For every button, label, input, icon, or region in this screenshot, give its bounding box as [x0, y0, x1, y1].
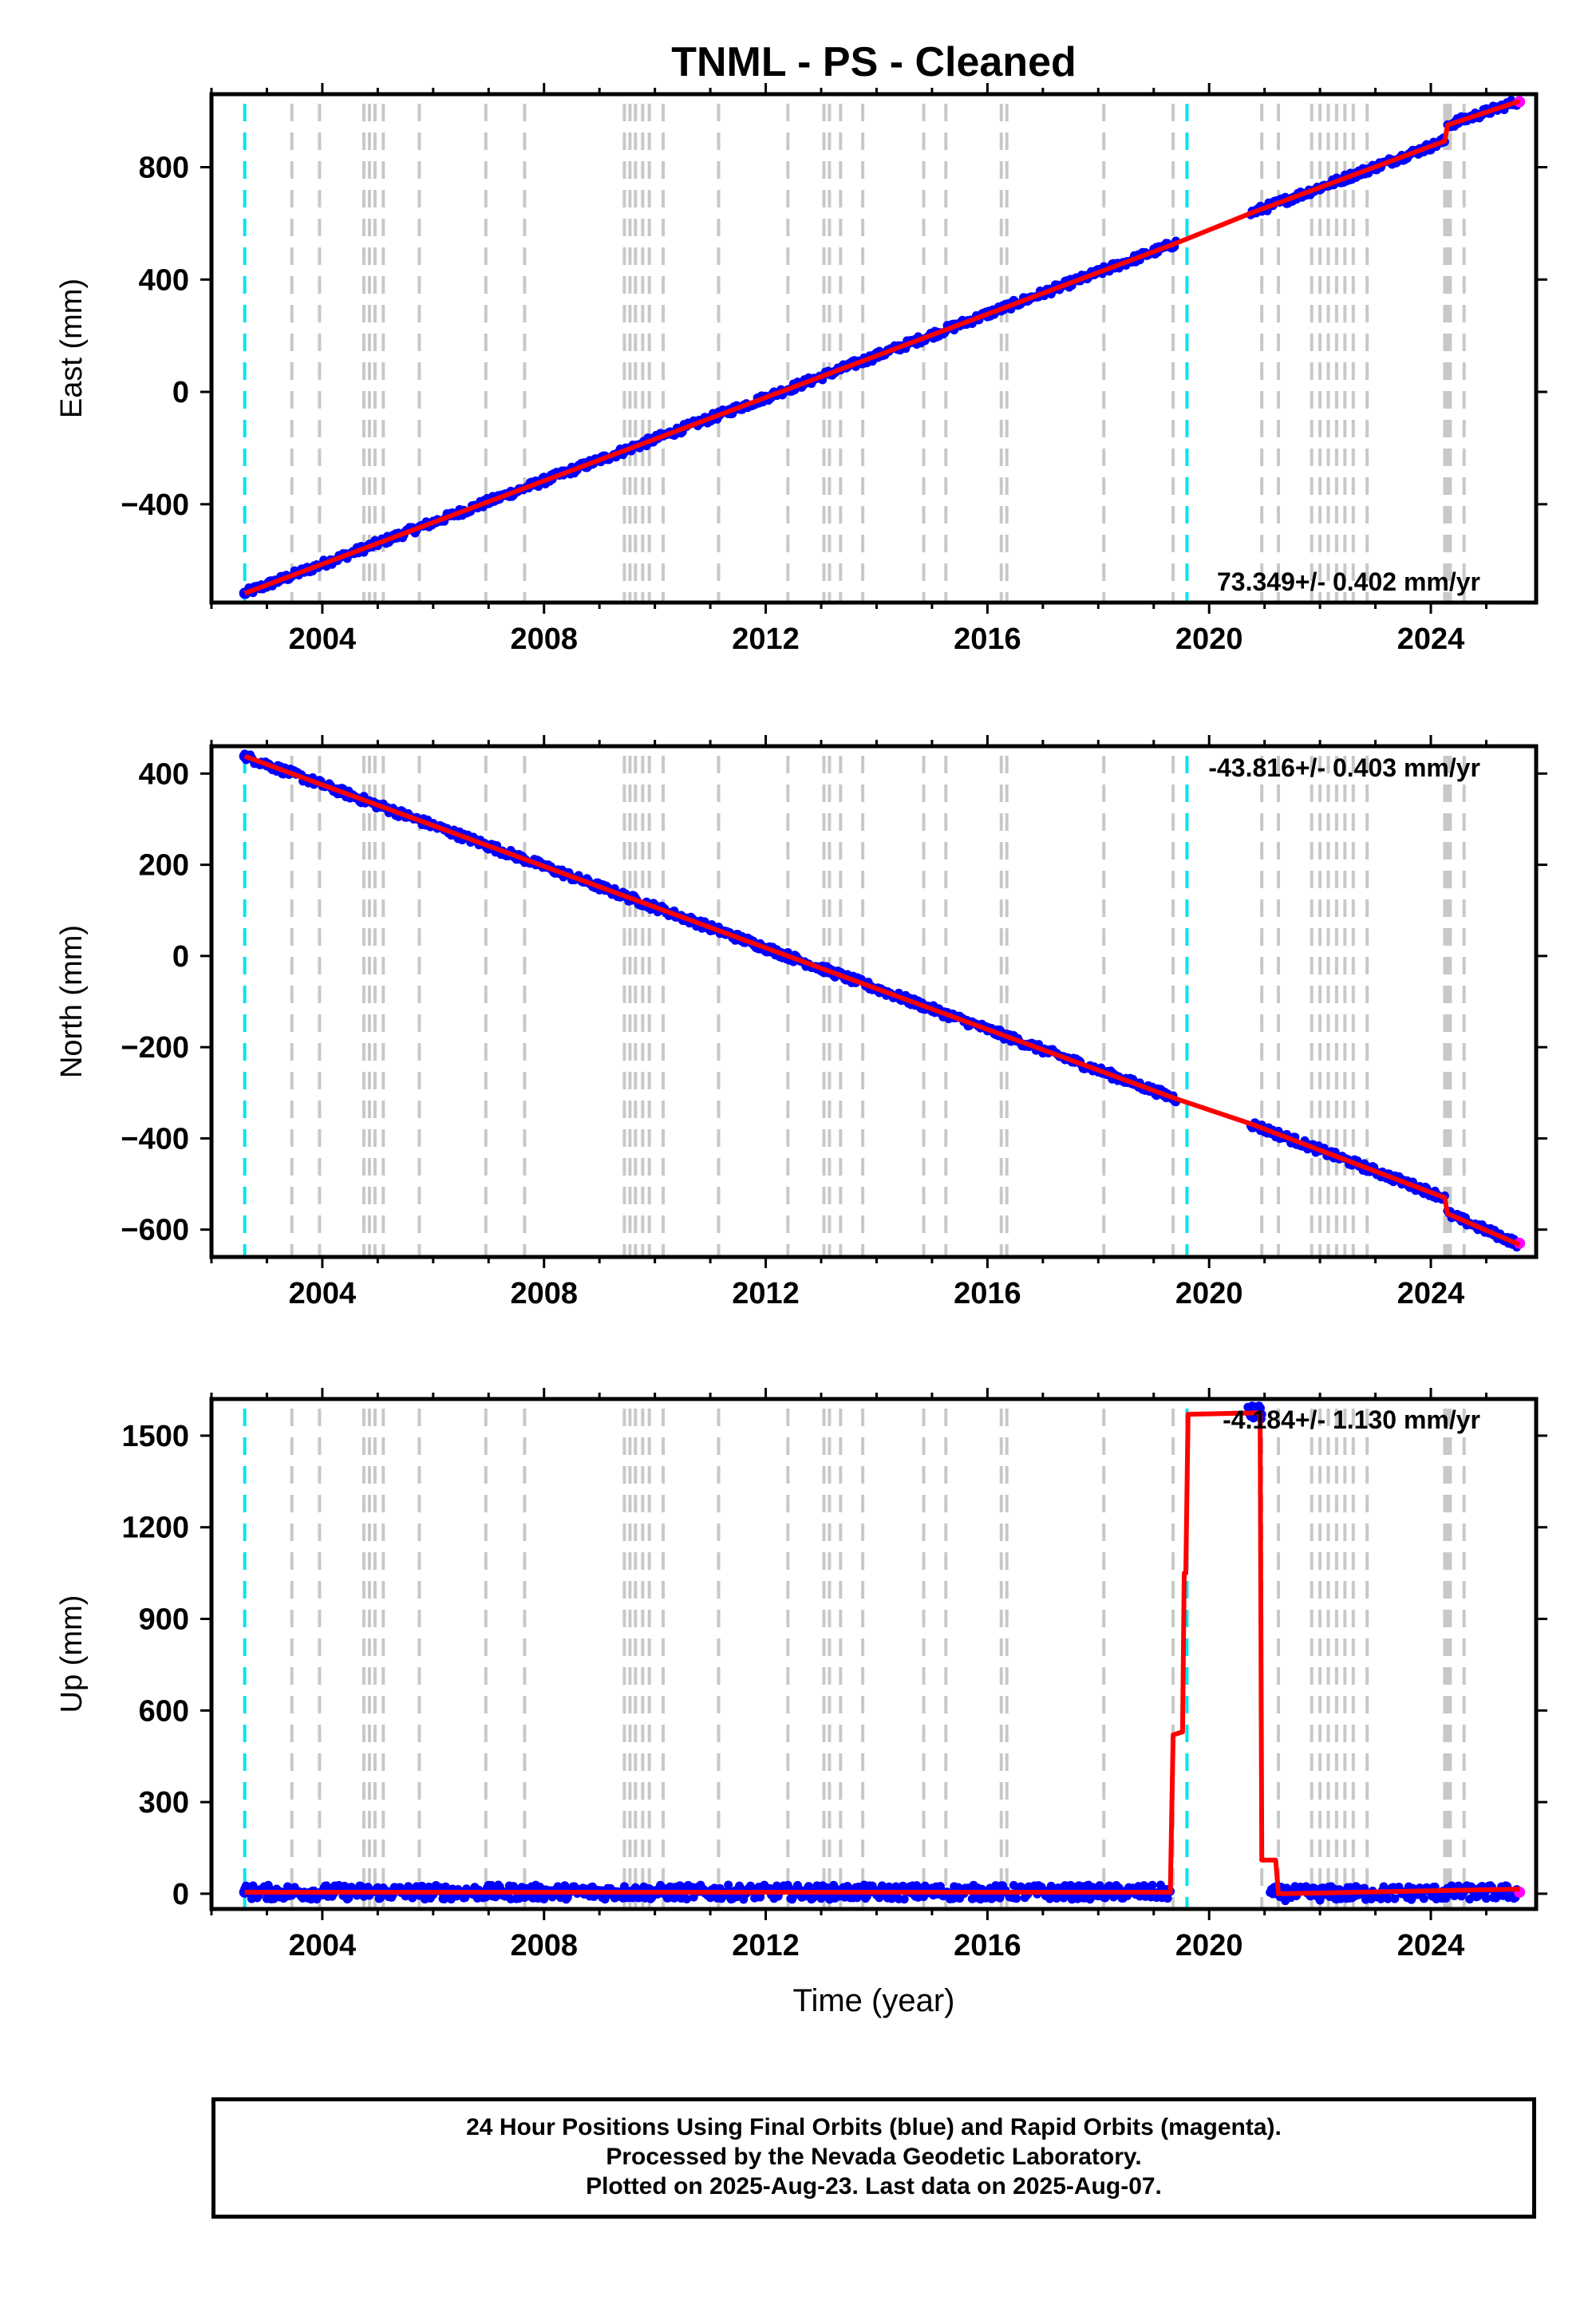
- x-tick-label: 2012: [732, 622, 800, 656]
- x-tick-label: 2012: [732, 1929, 800, 1962]
- y-tick-label: 200: [139, 849, 189, 883]
- x-axis-label: Time (year): [793, 1983, 955, 2018]
- velocity-annotation: 73.349+/- 0.402 mm/yr: [1217, 567, 1480, 596]
- panel-east: 2004 2008 2012 2016 2020 2024 −400 0 400 800 East …: [55, 83, 1547, 656]
- y-tick-label: 0: [172, 940, 189, 974]
- x-tick-label: 2024: [1397, 1929, 1465, 1962]
- y-axis-label: North (mm): [55, 925, 89, 1078]
- x-tick-label: 2008: [510, 1277, 578, 1310]
- plot-frame: [209, 1397, 1539, 1911]
- caption-line-2: Processed by the Nevada Geodetic Laborat…: [606, 2144, 1142, 2170]
- plot-area: [239, 96, 1526, 603]
- velocity-annotation: -4.184+/- 1.130 mm/yr: [1223, 1405, 1480, 1434]
- x-tick-label: 2020: [1175, 1277, 1243, 1310]
- data-point: [899, 1895, 909, 1904]
- model-line: [244, 1410, 1520, 1896]
- y-tick-label: 300: [139, 1786, 189, 1820]
- data-point: [248, 1881, 258, 1891]
- data-point: [875, 1893, 884, 1903]
- data-point: [1045, 1894, 1055, 1903]
- x-tick-label: 2004: [289, 622, 357, 656]
- plot-frame: [209, 744, 1539, 1259]
- x-tick-label: 2008: [510, 1929, 578, 1962]
- data-point: [1383, 1894, 1393, 1903]
- x-tick-label: 2008: [510, 622, 578, 656]
- y-tick-label: −200: [120, 1031, 189, 1065]
- first-point: [239, 1886, 251, 1898]
- y-tick-label: 0: [172, 376, 189, 409]
- plot-frame: [209, 92, 1539, 605]
- y-tick-label: 600: [139, 1694, 189, 1728]
- data-point: [1163, 1894, 1172, 1903]
- x-tick-label: 2016: [954, 1277, 1021, 1310]
- x-tick-label: 2020: [1175, 1929, 1243, 1962]
- y-tick-label: −600: [120, 1214, 189, 1247]
- caption-line-1: 24 Hour Positions Using Final Orbits (bl…: [466, 2114, 1282, 2140]
- x-tick-label: 2024: [1397, 622, 1465, 656]
- panel-north: 2004 2008 2012 2016 2020 2024 −600 −400 −200 0 200…: [55, 735, 1547, 1310]
- model-line: [243, 753, 1521, 1247]
- y-tick-label: 1500: [121, 1420, 189, 1453]
- x-tick-label: 2004: [289, 1929, 357, 1962]
- x-tick-label: 2004: [289, 1277, 357, 1310]
- x-tick-label: 2024: [1397, 1277, 1465, 1310]
- data-point: [1390, 1894, 1400, 1903]
- x-tick-label: 2016: [954, 1929, 1021, 1962]
- caption-line-3: Plotted on 2025-Aug-23. Last data on 202…: [586, 2173, 1162, 2199]
- x-tick-label: 2020: [1175, 622, 1243, 656]
- data-point: [689, 1892, 698, 1902]
- data-point: [1148, 1880, 1157, 1890]
- caption-box: 24 Hour Positions Using Final Orbits (bl…: [211, 2097, 1536, 2219]
- data-point: [843, 1882, 852, 1891]
- panel-up: 2004 2008 2012 2016 2020 2024 0 300 600 900 1200 15…: [55, 1388, 1547, 2018]
- data-point: [1419, 1894, 1428, 1903]
- data-point: [1473, 1891, 1483, 1901]
- data-point: [1481, 1894, 1491, 1903]
- data-point: [682, 1894, 692, 1903]
- velocity-annotation: -43.816+/- 0.403 mm/yr: [1208, 753, 1480, 782]
- data-point: [995, 1893, 1005, 1903]
- y-tick-label: −400: [120, 1122, 189, 1156]
- y-axis-label: East (mm): [55, 279, 89, 418]
- data-point: [619, 1882, 629, 1891]
- plot-area: [239, 1401, 1526, 1909]
- y-tick-label: −400: [120, 488, 189, 522]
- x-tick-label: 2012: [732, 1277, 800, 1310]
- y-tick-label: 900: [139, 1603, 189, 1636]
- chart-title: TNML - PS - Cleaned: [671, 39, 1077, 85]
- y-tick-label: 1200: [121, 1512, 189, 1545]
- time-series-figure: TNML - PS - Cleaned 2004 2008 2012 2016 2020…: [55, 39, 1547, 2018]
- plot-area: [239, 749, 1526, 1257]
- y-axis-label: Up (mm): [55, 1595, 89, 1713]
- y-tick-label: 400: [139, 757, 189, 791]
- y-tick-label: 0: [172, 1878, 189, 1911]
- data-point: [1012, 1894, 1021, 1903]
- model-line: [243, 98, 1521, 596]
- y-tick-label: 400: [139, 263, 189, 297]
- y-tick-label: 800: [139, 152, 189, 185]
- data-point: [724, 1880, 733, 1890]
- x-tick-label: 2016: [954, 622, 1021, 656]
